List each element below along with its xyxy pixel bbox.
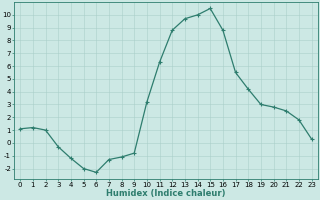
- X-axis label: Humidex (Indice chaleur): Humidex (Indice chaleur): [106, 189, 226, 198]
